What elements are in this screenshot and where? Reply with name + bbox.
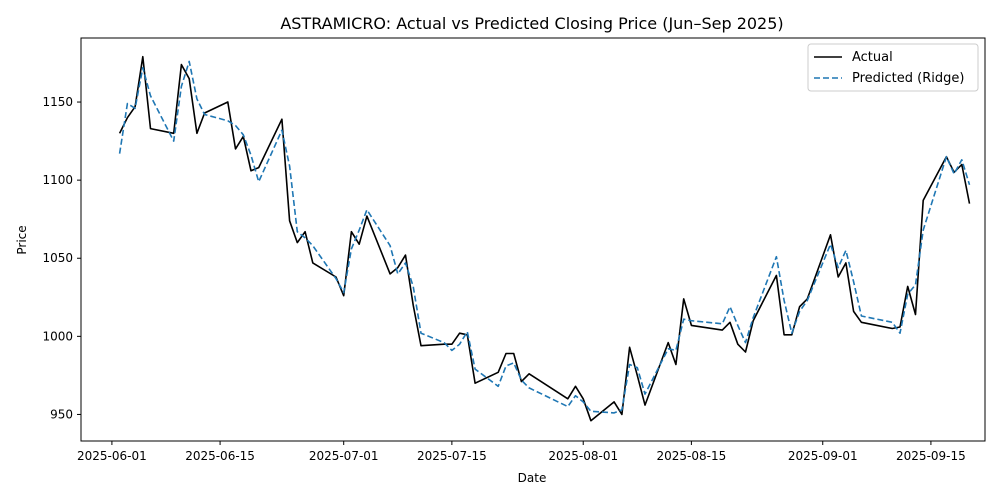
x-tick-label: 2025-06-15 (185, 449, 255, 463)
legend-box (807, 43, 979, 92)
y-tick-label: 1000 (42, 329, 73, 343)
x-axis: 2025-06-01 2025-06-15 2025-07-01 2025-07-15… (77, 441, 966, 463)
legend: Actual Predicted (Ridge) (807, 43, 979, 92)
x-tick-label: 2025-08-01 (548, 449, 618, 463)
x-tick-label: 2025-06-01 (77, 449, 147, 463)
x-tick-label: 2025-09-01 (788, 449, 858, 463)
x-tick-label: 2025-08-15 (657, 449, 727, 463)
plot-lines (118, 55, 971, 422)
y-tick-label: 1100 (42, 173, 73, 187)
legend-label: Predicted (Ridge) (852, 71, 964, 86)
y-tick-label: 1150 (42, 95, 73, 109)
plot-frame (80, 37, 986, 442)
series-line-0 (118, 55, 971, 422)
x-tick-label: 2025-09-15 (896, 449, 966, 463)
chart-title: ASTRAMICRO: Actual vs Predicted Closing … (280, 14, 783, 33)
y-tick-label: 1050 (42, 251, 73, 265)
y-axis-label: Price (15, 225, 29, 254)
x-tick-label: 2025-07-01 (309, 449, 379, 463)
y-tick-label: 950 (50, 407, 73, 421)
y-axis: 950 1000 1050 1100 1150 (42, 95, 81, 421)
legend-label: Actual (852, 50, 893, 65)
x-tick-label: 2025-07-15 (417, 449, 487, 463)
x-axis-label: Date (518, 471, 547, 485)
